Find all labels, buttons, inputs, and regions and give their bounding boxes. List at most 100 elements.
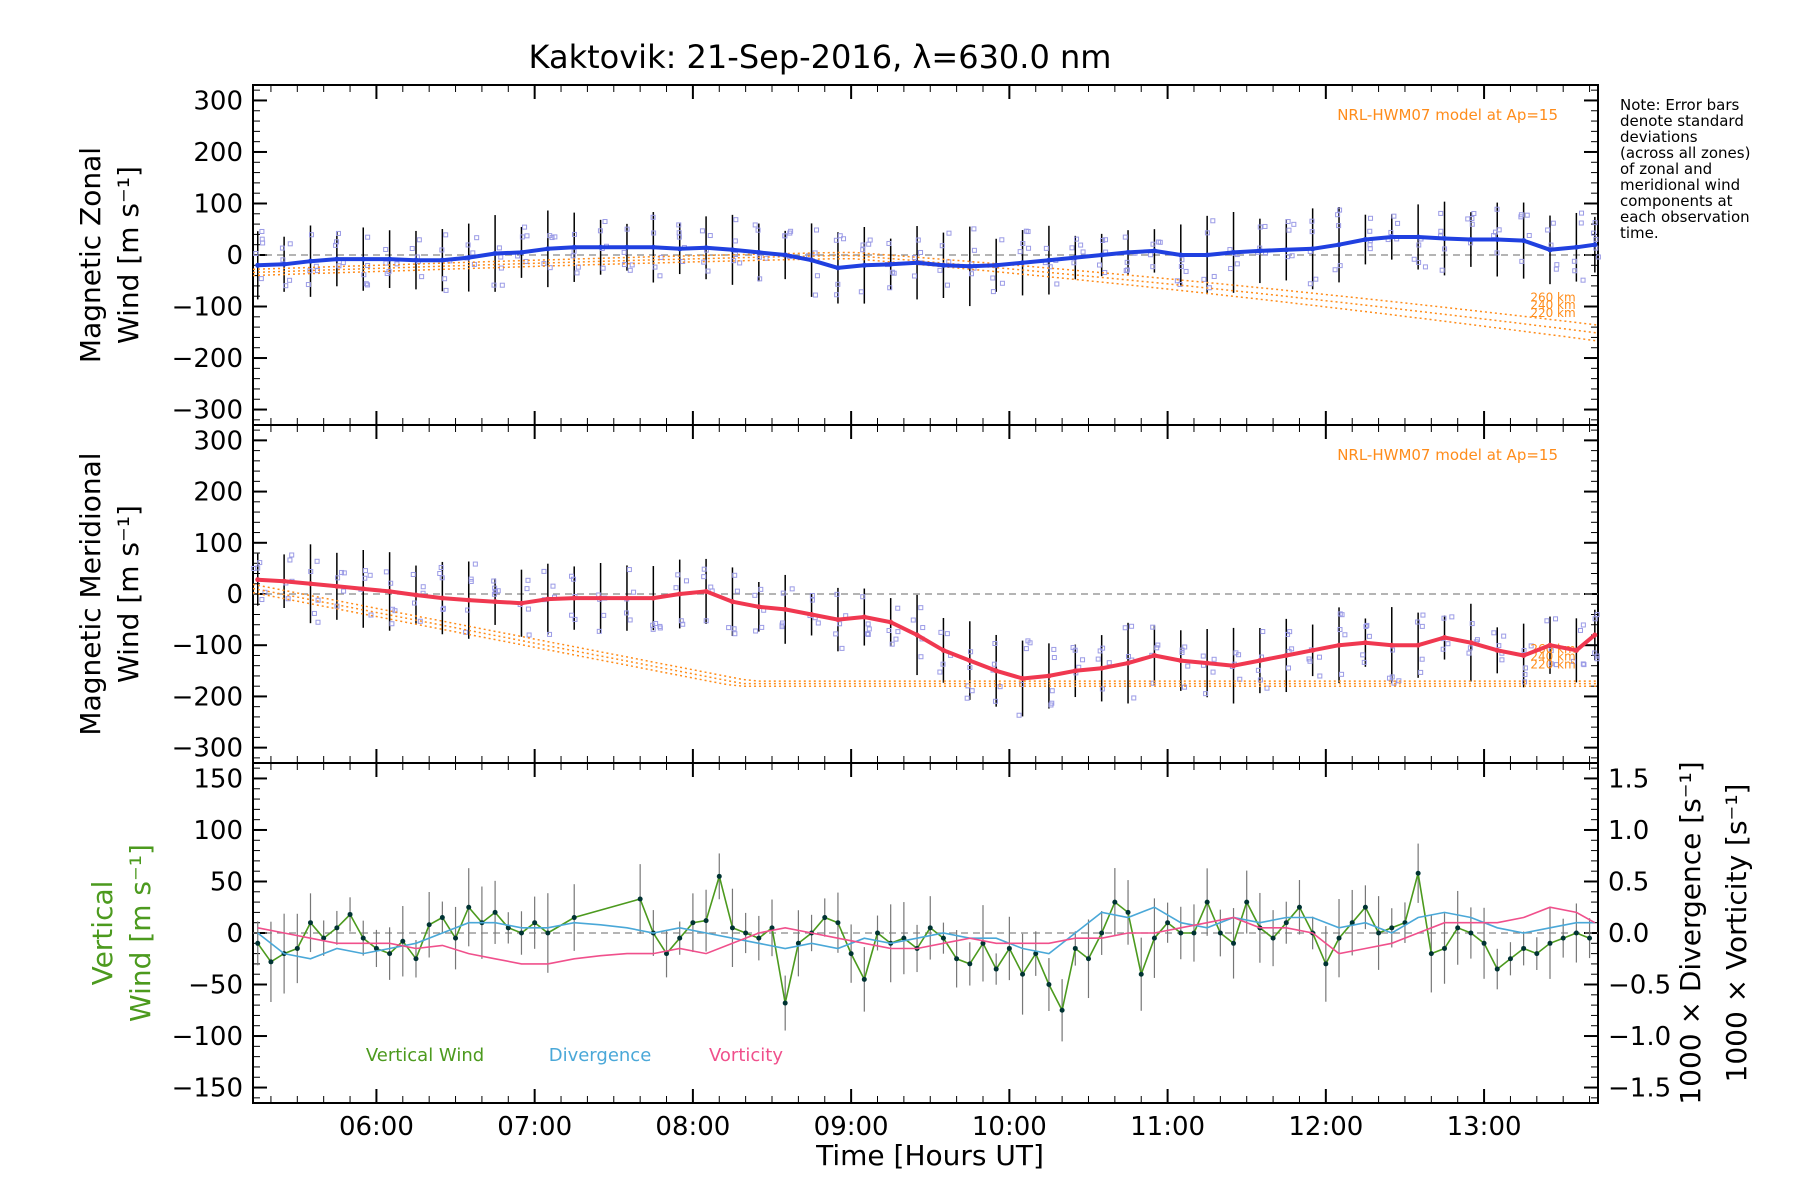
note-line: (across all zones) — [1620, 144, 1750, 162]
zone-marker — [782, 233, 788, 239]
zone-marker — [1150, 624, 1156, 630]
zone-marker — [1285, 631, 1291, 637]
zone-marker — [1550, 220, 1556, 226]
data-point — [888, 619, 894, 625]
data-point — [1507, 956, 1513, 962]
zone-marker — [1522, 665, 1528, 671]
data-point — [1151, 652, 1157, 658]
zone-marker — [1580, 622, 1586, 628]
zone-marker — [1234, 261, 1240, 267]
zone-marker — [1553, 616, 1559, 622]
zone-marker — [279, 245, 285, 251]
data-point — [1204, 252, 1210, 258]
zone-marker — [915, 237, 921, 243]
zone-marker — [1469, 621, 1475, 627]
zone-marker — [833, 631, 839, 637]
zone-marker — [893, 636, 899, 642]
zone-marker — [731, 626, 737, 632]
zone-marker — [1594, 653, 1600, 659]
data-point — [1046, 673, 1052, 679]
zone-marker — [968, 271, 974, 277]
y2-tick-label: −1.5 — [1608, 1074, 1671, 1104]
zone-marker — [1364, 622, 1370, 628]
data-point — [545, 930, 551, 936]
data-point — [1592, 242, 1598, 248]
zone-marker — [1124, 259, 1130, 265]
zone-marker — [734, 588, 740, 594]
y-axis-title-line: Vertical — [86, 881, 119, 986]
model-altitude-label: 260 km — [1530, 642, 1575, 656]
panel-meridional: 300 200 100 0 −100 −200 −300 Magnetic Meridiona… — [74, 424, 1600, 764]
zone-marker — [289, 552, 295, 558]
zone-marker — [1099, 686, 1105, 692]
zone-marker — [944, 282, 950, 288]
data-point — [413, 592, 419, 598]
zone-marker — [383, 260, 389, 266]
zone-marker — [1284, 254, 1290, 260]
data-point — [1310, 246, 1316, 252]
zone-marker — [1554, 262, 1560, 268]
y-tick-label: −100 — [172, 293, 243, 323]
zone-marker — [1521, 647, 1527, 653]
data-point — [571, 595, 577, 601]
zone-marker — [683, 578, 689, 584]
zone-marker — [752, 222, 758, 228]
zone-marker — [1080, 657, 1086, 663]
zone-marker — [789, 586, 795, 592]
data-point — [1125, 909, 1131, 915]
zone-marker — [858, 289, 864, 295]
zone-marker — [1441, 615, 1447, 621]
zone-marker — [287, 277, 293, 283]
data-point — [1349, 920, 1355, 926]
data-point — [1547, 642, 1553, 648]
zone-marker — [1415, 619, 1421, 625]
data-point — [1244, 899, 1250, 905]
zone-marker — [780, 590, 786, 596]
zone-marker — [442, 276, 448, 282]
model-altitude-label: 240 km — [1530, 650, 1575, 664]
zone-marker — [1285, 219, 1291, 225]
data-point — [1323, 961, 1329, 967]
zone-marker — [1017, 249, 1023, 255]
zone-marker — [383, 246, 389, 252]
zone-marker — [1390, 647, 1396, 653]
zone-marker — [1592, 650, 1598, 656]
vertical-wind-line — [257, 872, 1590, 1013]
zone-marker — [910, 617, 916, 623]
zone-marker — [763, 255, 769, 261]
zone-marker — [834, 591, 840, 597]
zone-marker — [1548, 242, 1554, 248]
data-point — [756, 249, 762, 255]
zone-marker — [1102, 237, 1108, 243]
data-point — [1112, 899, 1118, 905]
zone-marker — [675, 572, 681, 578]
zone-marker — [1185, 663, 1191, 669]
zone-marker — [1339, 612, 1345, 618]
data-point — [703, 918, 709, 924]
zone-marker — [1572, 268, 1578, 274]
y-axis-title-line: Wind [m s⁻¹] — [112, 505, 145, 683]
zone-marker — [259, 228, 265, 234]
data-point — [927, 925, 933, 931]
y-tick-label: 200 — [193, 478, 243, 508]
y-tick-label: 200 — [193, 138, 243, 168]
zone-marker — [629, 262, 635, 268]
zone-marker — [733, 217, 739, 223]
zone-marker — [498, 265, 504, 271]
zone-marker — [1526, 232, 1532, 238]
zone-marker — [468, 576, 474, 582]
note-line: Note: Error bars — [1620, 96, 1740, 114]
y-tick-label: 100 — [193, 189, 243, 219]
data-point — [281, 261, 287, 267]
data-point — [756, 935, 762, 941]
zone-marker — [999, 237, 1005, 243]
zone-marker — [726, 625, 732, 631]
data-point — [492, 250, 498, 256]
zone-marker — [1336, 223, 1342, 229]
zone-marker — [552, 234, 558, 240]
zone-marker — [361, 272, 367, 278]
zone-marker — [311, 610, 317, 616]
zone-marker — [1361, 659, 1367, 665]
data-point — [1033, 951, 1039, 957]
data-point — [1573, 647, 1579, 653]
